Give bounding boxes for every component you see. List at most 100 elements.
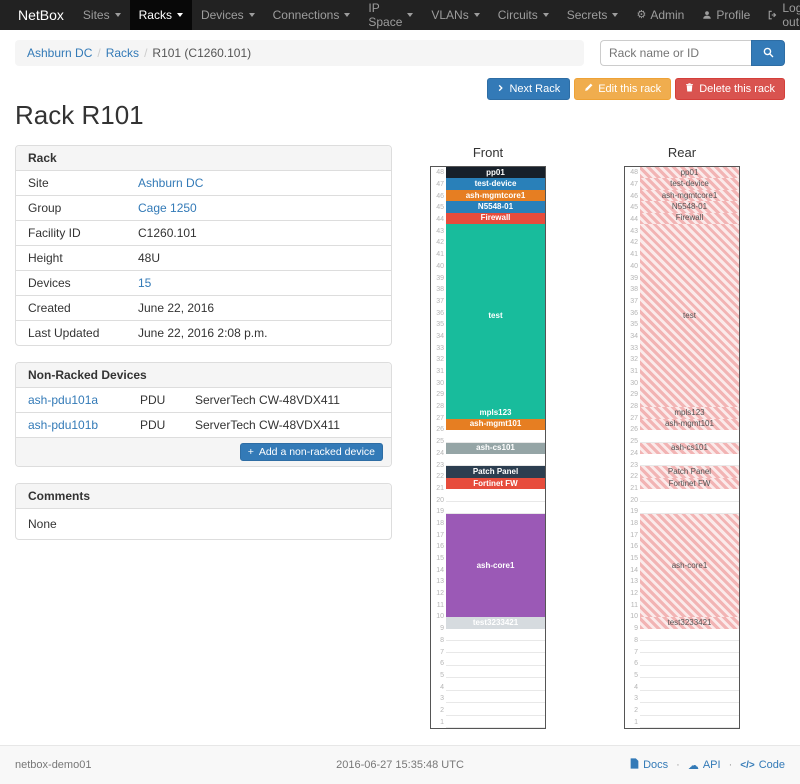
rack-device-rear[interactable]: test [640, 224, 739, 408]
rack-device-front[interactable]: Patch Panel [446, 466, 545, 478]
nav-item-label: Circuits [497, 8, 538, 22]
rack-device-front[interactable]: N5548-01 [446, 201, 545, 213]
empty-slot [640, 653, 739, 666]
chevron-down-icon [248, 13, 255, 17]
info-row: Site Ashburn DC [16, 171, 391, 195]
unit-number: 27 [436, 414, 444, 422]
admin-link[interactable]: ⚙ Admin [627, 0, 693, 30]
device-name-cell: ash-pdu101b [16, 413, 128, 437]
rack-device-front[interactable]: test-device [446, 178, 545, 190]
breadcrumb-link[interactable]: Ashburn DC [27, 46, 93, 60]
unit-number: 25 [630, 438, 638, 446]
rack-device-rear[interactable]: ash-cs101 [640, 442, 739, 454]
profile-link[interactable]: Profile [693, 0, 759, 30]
gear-icon: ⚙ [636, 8, 647, 21]
device-role: PDU [140, 393, 166, 407]
empty-slot [446, 690, 545, 704]
search-button[interactable] [751, 40, 785, 66]
info-row: Facility ID C1260.101 [16, 220, 391, 245]
unit-number: 2 [440, 706, 444, 714]
code-link[interactable]: </> Code [740, 759, 785, 771]
unit-number: 38 [630, 286, 638, 294]
device-name-link[interactable]: ash-pdu101a [28, 393, 99, 407]
info-row: Group Cage 1250 [16, 195, 391, 220]
footer-links: Docs · ☁ API · </> Code [464, 758, 785, 772]
info-value-link[interactable]: Ashburn DC [138, 176, 204, 190]
nav-item-connections[interactable]: Connections [264, 0, 360, 30]
unit-number: 36 [436, 309, 444, 317]
rack-device-rear[interactable]: ash-mgmtcore1 [640, 189, 739, 202]
unit-number: 42 [630, 239, 638, 247]
nav-item-label: Connections [272, 8, 340, 22]
rack-device-front[interactable]: ash-core1 [446, 514, 545, 618]
docs-link[interactable]: Docs [630, 758, 668, 772]
rack-device-rear[interactable]: N5548-01 [640, 201, 739, 213]
empty-slot [640, 665, 739, 679]
nav-item-secrets[interactable]: Secrets [558, 0, 628, 30]
nav-item-devices[interactable]: Devices [192, 0, 264, 30]
chevron-down-icon [542, 13, 549, 17]
nav-item-sites[interactable]: Sites [74, 0, 130, 30]
unit-number: 11 [630, 601, 638, 609]
chevron-right-icon [497, 83, 504, 95]
unit-number: 10 [436, 613, 444, 621]
rack-device-front[interactable]: mpls123 [446, 407, 545, 419]
rack-device-rear[interactable]: test-device [640, 178, 739, 190]
left-column: Rack Site Ashburn DC Group Cage 1250 Facilit… [15, 145, 392, 556]
empty-slot [640, 489, 739, 502]
delete-rack-label: Delete this rack [699, 83, 775, 95]
search-input[interactable] [600, 40, 751, 66]
rack-device-rear[interactable]: test3233421 [640, 617, 739, 629]
empty-slot [446, 653, 545, 666]
unit-number: 38 [436, 286, 444, 294]
unit-number: 1 [634, 718, 638, 726]
nav-item-vlans[interactable]: VLANs [422, 0, 488, 30]
rack-device-rear[interactable]: Firewall [640, 212, 739, 225]
rack-device-front[interactable]: Fortinet FW [446, 477, 545, 490]
nav-item-racks[interactable]: Racks [129, 0, 192, 30]
breadcrumb-link[interactable]: Racks [105, 46, 140, 60]
api-link[interactable]: ☁ API [688, 759, 721, 772]
rack-device-front[interactable]: ash-cs101 [446, 442, 545, 454]
rack-device-rear[interactable]: Patch Panel [640, 466, 739, 478]
rack-device-front[interactable]: test [446, 224, 545, 408]
rack-device-front[interactable]: ash-mgmtcore1 [446, 189, 545, 202]
nav-item-circuits[interactable]: Circuits [489, 0, 558, 30]
nav-item-ip-space[interactable]: IP Space [359, 0, 422, 30]
unit-number: 3 [634, 695, 638, 703]
info-value-link[interactable]: Cage 1250 [138, 201, 197, 215]
next-rack-button[interactable]: Next Rack [487, 78, 571, 100]
rack-device-rear[interactable]: ash-core1 [640, 514, 739, 618]
rack-device-front[interactable]: test3233421 [446, 617, 545, 629]
footer-timestamp: 2016-06-27 15:35:48 UTC [336, 759, 464, 771]
edit-rack-button[interactable]: Edit this rack [574, 78, 672, 100]
brand[interactable]: NetBox [18, 7, 64, 23]
empty-slot [640, 690, 739, 704]
chevron-down-icon [473, 13, 480, 17]
rack-device-rear[interactable]: ash-mgmt101 [640, 418, 739, 431]
unit-number: 41 [436, 251, 444, 259]
info-value-link[interactable]: 15 [138, 276, 152, 290]
unit-number: 3 [440, 695, 444, 703]
comments-body: None [28, 517, 57, 531]
delete-rack-button[interactable]: Delete this rack [675, 78, 785, 100]
rack-device-rear[interactable]: mpls123 [640, 407, 739, 419]
breadcrumb-separator: / [144, 46, 148, 60]
search-icon [763, 46, 774, 61]
add-nonracked-button[interactable]: + Add a non-racked device [239, 443, 383, 461]
unit-number: 41 [630, 251, 638, 259]
unit-number: 24 [436, 449, 444, 457]
unit-number: 46 [436, 192, 444, 200]
rack-device-rear[interactable]: pp01 [640, 167, 739, 179]
empty-slot [446, 665, 545, 679]
rack-device-front[interactable]: Firewall [446, 212, 545, 225]
rack-device-front[interactable]: ash-mgmt101 [446, 418, 545, 431]
logout-link[interactable]: Log out [759, 0, 800, 30]
info-label: Site [28, 176, 49, 190]
breadcrumb-current: R101 (C1260.101) [152, 46, 252, 60]
rack-device-rear[interactable]: Fortinet FW [640, 477, 739, 490]
logout-icon [768, 10, 778, 20]
device-name-link[interactable]: ash-pdu101b [28, 418, 99, 432]
unit-number: 23 [630, 461, 638, 469]
rack-device-front[interactable]: pp01 [446, 167, 545, 179]
